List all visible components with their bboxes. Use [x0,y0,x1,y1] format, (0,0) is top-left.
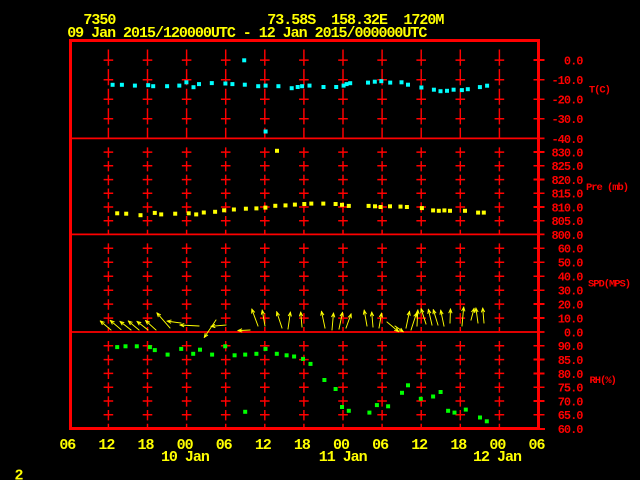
svg-text:0.0: 0.0 [564,55,583,69]
svg-text:825.0: 825.0 [551,160,583,174]
svg-text:7350: 7350 [83,12,116,29]
svg-text:2: 2 [15,468,24,480]
svg-text:T(C): T(C) [589,85,610,97]
svg-text:0.0: 0.0 [564,326,583,340]
svg-text:158.32E: 158.32E [331,12,388,29]
svg-text:-40.0: -40.0 [551,133,583,147]
svg-text:06: 06 [372,437,389,454]
svg-text:20.0: 20.0 [558,299,584,313]
svg-text:06: 06 [529,437,546,454]
svg-text:SPD(MPS): SPD(MPS) [588,279,630,291]
svg-text:85.0: 85.0 [558,354,584,368]
svg-text:RH(%): RH(%) [590,375,616,387]
svg-text:40.0: 40.0 [558,271,584,285]
svg-text:12 Jan: 12 Jan [473,449,522,466]
svg-text:09 Jan 2015/120000UTC - 12 Jan: 09 Jan 2015/120000UTC - 12 Jan 2015/0000… [67,25,427,42]
svg-text:18: 18 [294,437,311,454]
svg-text:10.0: 10.0 [558,313,584,327]
svg-text:-30.0: -30.0 [551,113,583,127]
svg-text:1720M: 1720M [403,12,444,29]
svg-text:90.0: 90.0 [558,340,584,354]
svg-text:00: 00 [177,437,194,454]
svg-text:805.0: 805.0 [551,215,583,229]
svg-text:50.0: 50.0 [558,257,584,271]
svg-text:00: 00 [333,437,350,454]
svg-text:820.0: 820.0 [551,174,583,188]
svg-text:-20.0: -20.0 [551,94,583,108]
svg-text:06: 06 [216,437,233,454]
svg-text:75.0: 75.0 [558,382,584,396]
svg-text:12: 12 [411,437,428,454]
svg-text:-10.0: -10.0 [551,74,583,88]
svg-text:830.0: 830.0 [551,147,583,161]
svg-text:30.0: 30.0 [558,285,584,299]
svg-text:00: 00 [489,437,506,454]
svg-text:12: 12 [255,437,272,454]
svg-text:800.0: 800.0 [551,229,583,243]
svg-text:60.0: 60.0 [558,423,584,437]
svg-text:60.0: 60.0 [558,243,584,257]
svg-text:815.0: 815.0 [551,188,583,202]
svg-text:10 Jan: 10 Jan [161,449,210,466]
svg-text:80.0: 80.0 [558,368,584,382]
svg-text:18: 18 [138,437,155,454]
svg-text:12: 12 [98,437,115,454]
svg-text:18: 18 [450,437,467,454]
svg-text:73.58S: 73.58S [267,12,316,29]
svg-text:810.0: 810.0 [551,201,583,215]
svg-text:70.0: 70.0 [558,395,584,409]
svg-text:06: 06 [59,437,76,454]
svg-text:Pre (mb): Pre (mb) [586,182,628,194]
svg-text:65.0: 65.0 [558,409,584,423]
svg-text:11 Jan: 11 Jan [319,449,368,466]
